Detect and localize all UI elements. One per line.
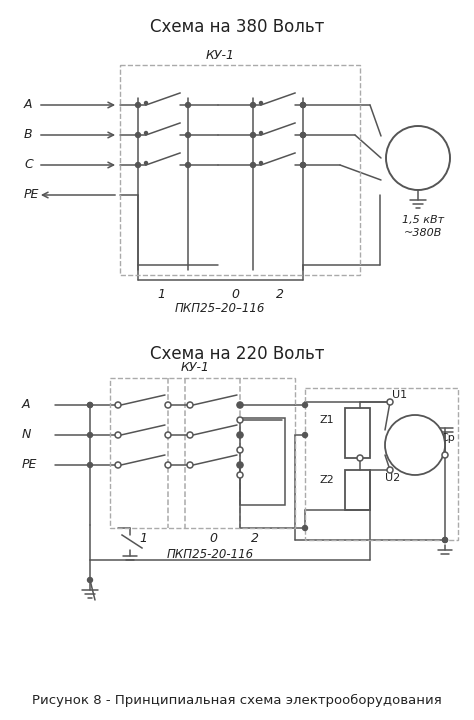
- Circle shape: [237, 433, 243, 438]
- Text: ПКП25-20-116: ПКП25-20-116: [166, 548, 254, 561]
- Text: КУ-1: КУ-1: [206, 49, 235, 62]
- Text: М1: М1: [408, 151, 428, 164]
- Circle shape: [443, 538, 447, 542]
- Circle shape: [301, 132, 306, 138]
- Bar: [345, 470, 370, 510]
- Circle shape: [357, 455, 363, 461]
- Circle shape: [250, 102, 255, 107]
- Circle shape: [301, 102, 306, 107]
- Circle shape: [185, 163, 191, 168]
- Circle shape: [165, 402, 171, 408]
- Circle shape: [387, 399, 393, 405]
- Circle shape: [185, 132, 191, 138]
- Text: ПКП25–20–116: ПКП25–20–116: [175, 302, 265, 315]
- Circle shape: [145, 132, 147, 135]
- Circle shape: [165, 462, 171, 468]
- Text: А: А: [24, 99, 33, 112]
- Text: ~380В: ~380В: [404, 228, 442, 238]
- Circle shape: [385, 415, 445, 475]
- Text: 0: 0: [231, 288, 239, 301]
- Text: Схема на 380 Вольт: Схема на 380 Вольт: [150, 18, 324, 36]
- Text: РЕ: РЕ: [24, 189, 39, 202]
- Circle shape: [443, 538, 447, 542]
- Circle shape: [88, 462, 92, 467]
- Bar: [120, 65, 360, 275]
- Circle shape: [145, 161, 147, 164]
- Circle shape: [136, 163, 140, 168]
- Circle shape: [237, 472, 243, 478]
- Bar: [305, 388, 458, 540]
- Text: Ср: Ср: [440, 433, 455, 443]
- Bar: [345, 408, 370, 458]
- Circle shape: [115, 402, 121, 408]
- Text: U1: U1: [392, 390, 408, 400]
- Circle shape: [387, 467, 393, 473]
- Text: N: N: [22, 428, 31, 441]
- Text: 1,5 кВт: 1,5 кВт: [402, 215, 444, 225]
- Circle shape: [237, 402, 243, 408]
- Circle shape: [386, 126, 450, 190]
- Text: 2: 2: [251, 532, 259, 545]
- Bar: [110, 378, 295, 528]
- Text: А: А: [22, 398, 30, 412]
- Circle shape: [185, 102, 191, 107]
- Bar: [240, 418, 285, 505]
- Circle shape: [250, 132, 255, 138]
- Text: U2: U2: [385, 473, 400, 483]
- Circle shape: [301, 102, 306, 107]
- Circle shape: [165, 432, 171, 438]
- Circle shape: [187, 432, 193, 438]
- Circle shape: [145, 102, 147, 104]
- Text: КУ-1: КУ-1: [181, 361, 210, 374]
- Circle shape: [302, 433, 308, 438]
- Circle shape: [237, 447, 243, 453]
- Text: РЕ: РЕ: [22, 459, 37, 472]
- Circle shape: [302, 402, 308, 408]
- Circle shape: [88, 402, 92, 408]
- Circle shape: [237, 462, 243, 468]
- Circle shape: [187, 462, 193, 468]
- Circle shape: [88, 577, 92, 582]
- Text: 2: 2: [276, 288, 284, 301]
- Circle shape: [442, 452, 448, 458]
- Text: Z1: Z1: [319, 415, 334, 425]
- Circle shape: [88, 402, 92, 408]
- Circle shape: [259, 102, 263, 104]
- Circle shape: [302, 526, 308, 531]
- Circle shape: [250, 163, 255, 168]
- Text: 0: 0: [209, 532, 217, 545]
- Circle shape: [88, 433, 92, 438]
- Circle shape: [237, 417, 243, 423]
- Circle shape: [301, 163, 306, 168]
- Text: Рисунок 8 - Принципиальная схема электрооборудования: Рисунок 8 - Принципиальная схема электро…: [32, 693, 442, 706]
- Text: 1: 1: [157, 288, 165, 301]
- Text: 1: 1: [139, 532, 147, 545]
- Circle shape: [136, 102, 140, 107]
- Circle shape: [115, 462, 121, 468]
- Text: Схема на 220 Вольт: Схема на 220 Вольт: [150, 345, 324, 363]
- Circle shape: [187, 402, 193, 408]
- Circle shape: [237, 402, 243, 408]
- Circle shape: [301, 132, 306, 138]
- Circle shape: [136, 132, 140, 138]
- Text: С: С: [24, 158, 33, 171]
- Circle shape: [237, 432, 243, 438]
- Text: Z2: Z2: [319, 475, 334, 485]
- Circle shape: [115, 432, 121, 438]
- Text: М1: М1: [405, 438, 425, 451]
- Text: В: В: [24, 128, 33, 142]
- Circle shape: [259, 132, 263, 135]
- Circle shape: [237, 462, 243, 467]
- Circle shape: [259, 161, 263, 164]
- Circle shape: [301, 163, 306, 168]
